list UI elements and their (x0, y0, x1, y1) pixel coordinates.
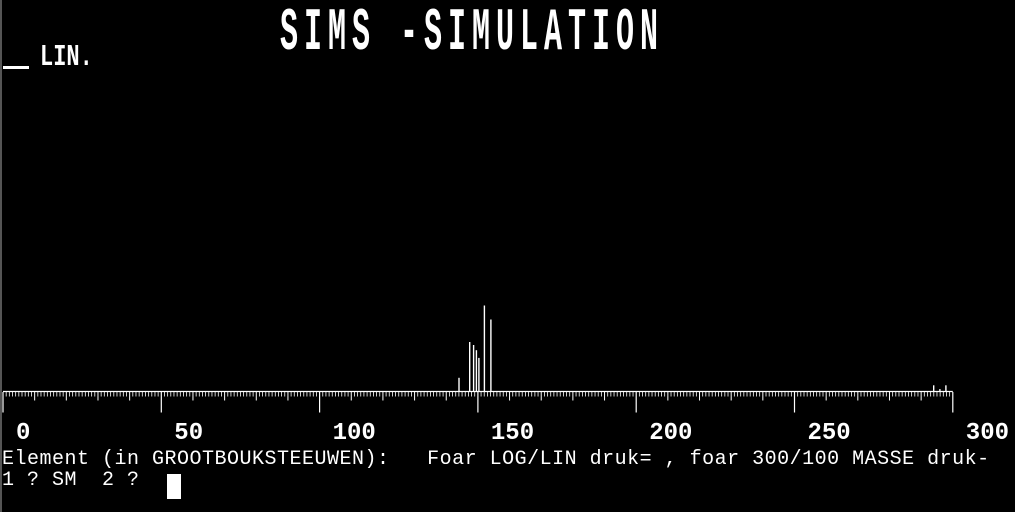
svg-text:300: 300 (966, 420, 1009, 447)
svg-text:0: 0 (16, 420, 30, 447)
svg-text:250: 250 (808, 420, 851, 447)
svg-text:50: 50 (174, 420, 203, 447)
svg-text:150: 150 (491, 420, 534, 447)
svg-text:100: 100 (333, 420, 376, 447)
svg-text:200: 200 (649, 420, 692, 447)
